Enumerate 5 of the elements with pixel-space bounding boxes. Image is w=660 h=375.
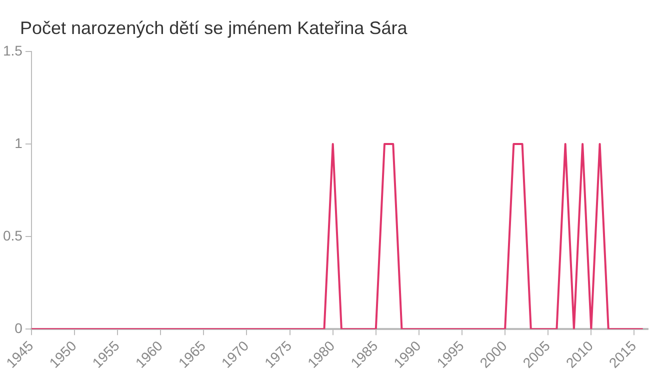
y-tick-label: 0.5 xyxy=(2,227,23,244)
chart-title: Počet narozených dětí se jménem Kateřina Sára xyxy=(20,18,408,39)
y-tick-label: 1 xyxy=(14,134,23,151)
y-tick-label: 1.5 xyxy=(2,42,23,58)
y-tick-label: 0 xyxy=(14,320,23,336)
